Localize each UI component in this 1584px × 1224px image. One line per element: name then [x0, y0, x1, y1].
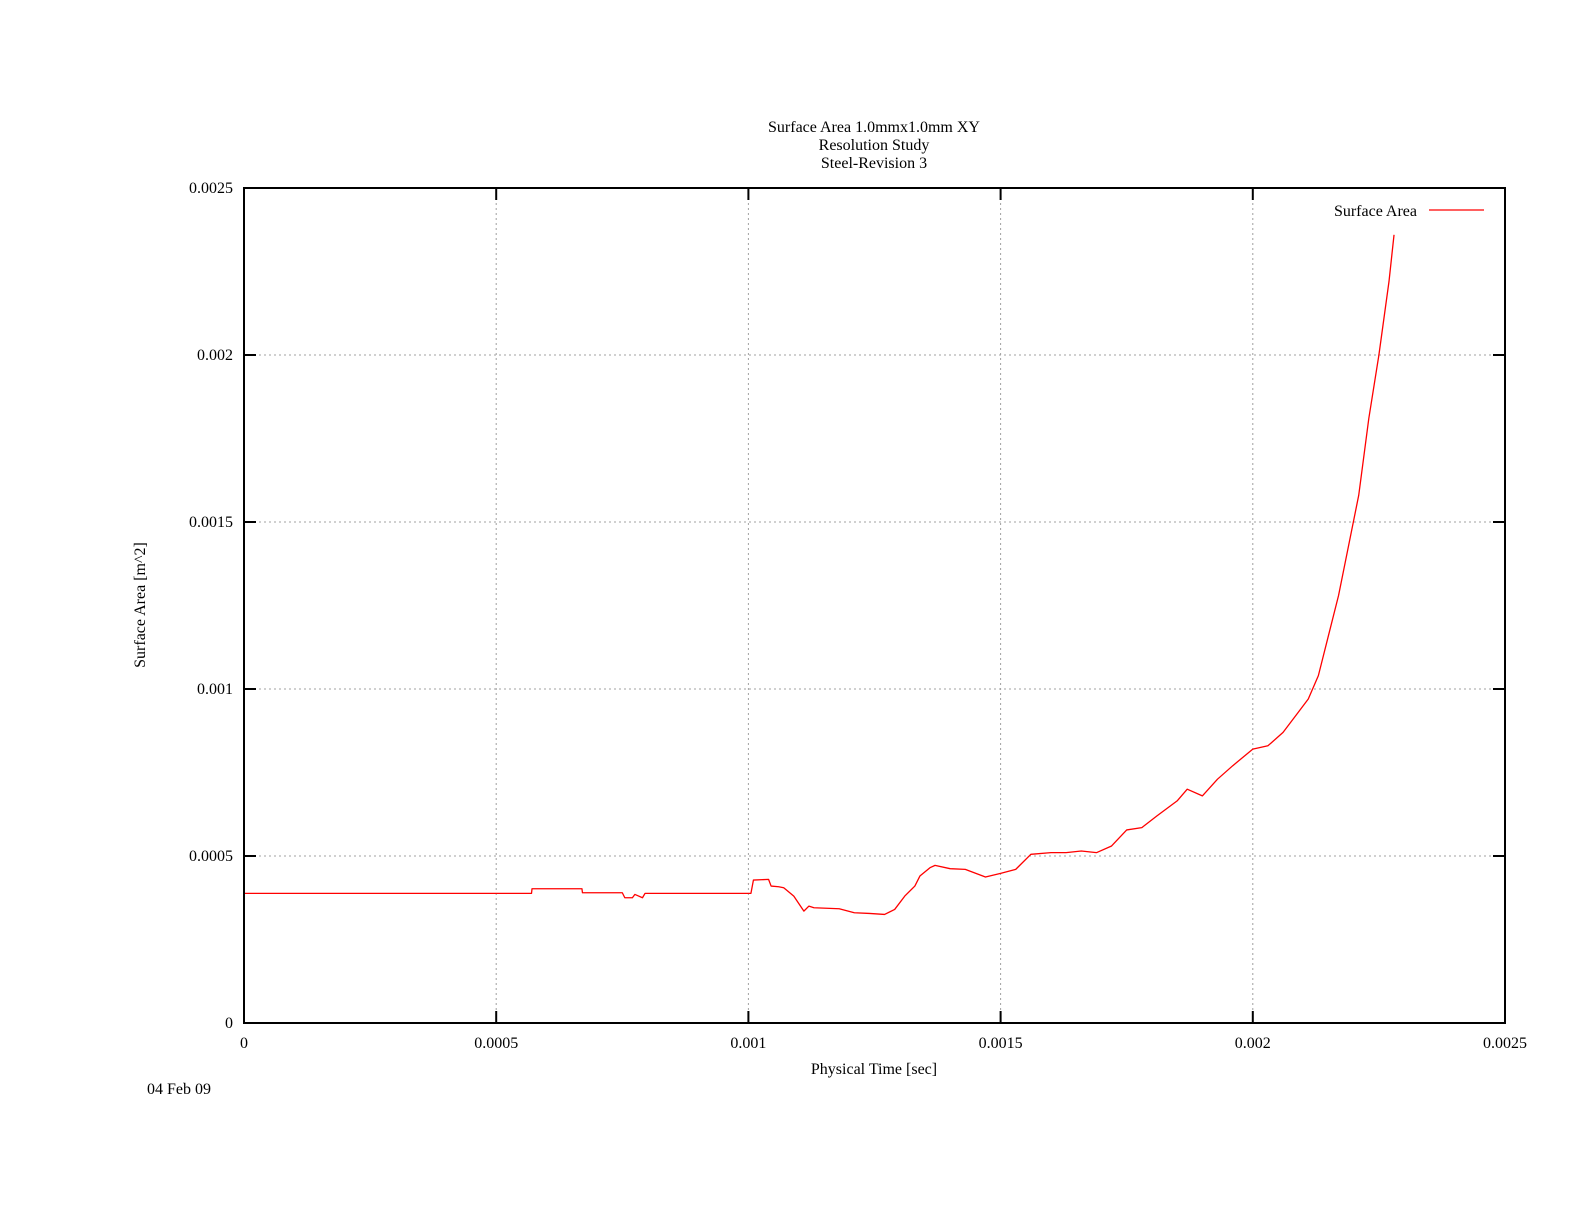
x-axis-label: Physical Time [sec] [811, 1061, 937, 1078]
y-tick-label: 0.001 [197, 681, 233, 698]
tick-marks [243, 187, 1506, 1024]
y-axis-label: Surface Area [m^2] [132, 542, 149, 668]
y-tick-label: 0.002 [197, 347, 233, 364]
series-layer [244, 234, 1395, 916]
x-tick-label: 0.0025 [1483, 1035, 1527, 1052]
chart-title: Surface Area 1.0mmx1.0mm XY Resolution S… [768, 119, 980, 172]
legend: Surface Area [1334, 203, 1484, 220]
gridlines [244, 188, 1505, 1023]
y-tick-label: 0.0005 [189, 848, 233, 865]
x-tick-labels: 0 0.0005 0.001 0.0015 0.002 0.0025 [240, 1035, 1527, 1052]
x-tick-label: 0.0005 [474, 1035, 518, 1052]
date-stamp: 04 Feb 09 [147, 1081, 211, 1098]
x-tick-label: 0 [240, 1035, 248, 1052]
chart-title-line-1: Surface Area 1.0mmx1.0mm XY [768, 119, 980, 136]
y-tick-label: 0.0015 [189, 514, 233, 531]
legend-label: Surface Area [1334, 203, 1417, 220]
chart-title-line-3: Steel-Revision 3 [821, 155, 927, 172]
y-tick-label: 0.0025 [189, 180, 233, 197]
x-tick-label: 0.0015 [979, 1035, 1023, 1052]
y-tick-labels: 0 0.0005 0.001 0.0015 0.002 0.0025 [189, 180, 233, 1032]
series-line-surface-area [244, 234, 1395, 916]
x-tick-label: 0.001 [730, 1035, 766, 1052]
plot-frame [243, 187, 1506, 1024]
chart-title-line-2: Resolution Study [819, 137, 930, 154]
y-tick-label: 0 [225, 1015, 233, 1032]
x-tick-label: 0.002 [1235, 1035, 1271, 1052]
